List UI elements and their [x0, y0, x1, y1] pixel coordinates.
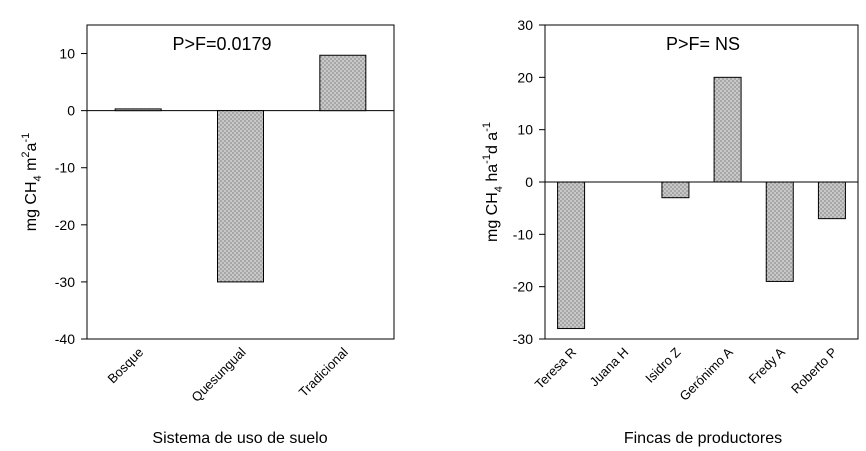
x-tick-label: Isidro Z: [642, 344, 683, 385]
chart-left-plot-frame: [86, 24, 395, 340]
y-tick-label: -20: [513, 279, 533, 295]
x-tick-label: Fredy A: [746, 344, 789, 387]
y-tick-label: 20: [517, 69, 533, 85]
chart-right-y-ticks: 30 20 10 0 -10 -20 -30: [513, 17, 545, 347]
bar-tradicional: [319, 54, 367, 112]
chart-right-annotation: P>F= NS: [666, 34, 740, 54]
y-tick-label: -30: [513, 331, 533, 347]
chart-right-x-axis-label: Fincas de productores: [624, 430, 782, 447]
y-tick-label: -10: [513, 226, 533, 242]
y-tick-label: -30: [55, 274, 75, 290]
x-tick-label: Juana H: [587, 345, 632, 390]
bar-ger-nimo-a: [713, 76, 742, 183]
x-tick-label: Teresa R: [532, 345, 579, 392]
bar-bosque: [114, 108, 162, 112]
bar-isidro-z: [661, 181, 690, 199]
y-tick-label: -40: [55, 331, 75, 347]
y-tick-label: 0: [67, 103, 75, 119]
bar-quesungual: [217, 110, 264, 283]
chart-left-annotation: P>F=0.0179: [172, 34, 271, 54]
bar-roberto-p: [817, 181, 846, 220]
x-tick-label: Bosque: [105, 345, 147, 387]
bar-teresa-r: [557, 181, 586, 330]
bar-fredy-a: [765, 181, 794, 282]
chart-right-bars: [557, 76, 846, 330]
chart-left-bars: [114, 54, 367, 283]
chart-left-x-axis-label: Sistema de uso de suelo: [152, 430, 327, 447]
x-tick-label: Gerónimo A: [677, 344, 736, 403]
x-tick-label: Tradicional: [296, 344, 351, 399]
chart-left-y-axis-label: mg CH4 m2a-1: [20, 133, 44, 232]
y-tick-label: 10: [517, 122, 533, 138]
chart-right-y-axis-label: mg CH4 ha-1d a-1: [481, 122, 505, 242]
y-tick-label: 0: [525, 174, 533, 190]
y-tick-label: 30: [517, 17, 533, 33]
y-tick-label: 10: [59, 46, 75, 62]
chart-left: 10 0 -10 -20 -30 -40 Bosque Quesungual Tradicio…: [20, 24, 395, 447]
chart-left-y-ticks: 10 0 -10 -20 -30 -40: [55, 46, 87, 347]
y-tick-label: -20: [55, 217, 75, 233]
chart-left-x-tick-labels: Bosque Quesungual Tradicional: [105, 344, 352, 404]
x-tick-label: Roberto P: [788, 345, 840, 397]
chart-right: 30 20 10 0 -10 -20 -30 Teresa R Juana H Isidro Z…: [481, 17, 859, 447]
x-tick-label: Quesungual: [188, 344, 248, 404]
y-tick-label: -10: [55, 160, 75, 176]
